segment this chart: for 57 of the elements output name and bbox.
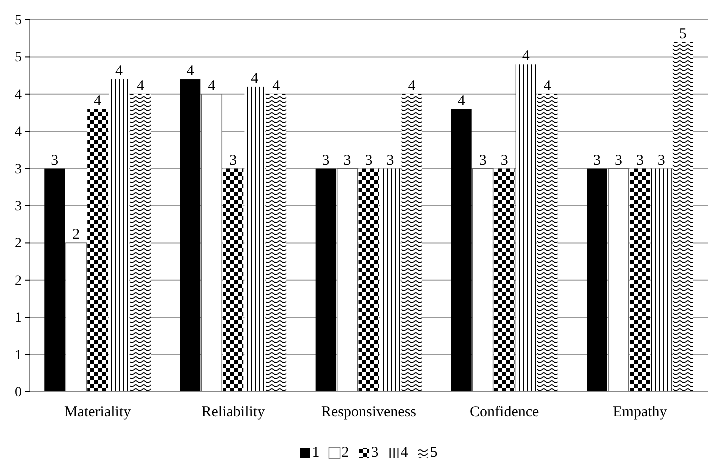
bar <box>266 94 287 392</box>
data-label: 4 <box>94 93 102 110</box>
y-tick-label: 4 <box>15 125 22 140</box>
data-label: 3 <box>636 152 644 169</box>
y-tick-label: 4 <box>15 88 22 103</box>
data-label: 3 <box>658 152 666 169</box>
data-label: 3 <box>386 152 394 169</box>
y-tick-label: 5 <box>15 50 22 66</box>
y-tick-label: 0 <box>15 385 22 400</box>
bar <box>88 109 108 392</box>
legend-label: 4 <box>400 445 409 461</box>
x-tick-label: Confidence <box>470 404 540 421</box>
data-label: 4 <box>137 78 146 94</box>
data-label: 4 <box>544 78 552 94</box>
bar <box>380 168 401 392</box>
data-label: 4 <box>272 78 281 94</box>
bar <box>537 94 558 392</box>
legend-label: 3 <box>371 445 379 461</box>
data-label: 4 <box>208 78 216 94</box>
data-label: 4 <box>458 93 466 110</box>
y-tick-label: 1 <box>15 348 22 364</box>
y-tick-label: 2 <box>15 274 22 289</box>
y-tick-label: 5 <box>15 13 22 28</box>
data-label: 3 <box>500 152 508 169</box>
x-tick-label: Reliability <box>202 404 266 421</box>
data-label: 4 <box>251 70 260 87</box>
bar <box>651 168 672 392</box>
data-label: 3 <box>479 152 487 169</box>
legend-label: 5 <box>430 445 438 461</box>
y-tick-label: 2 <box>15 236 22 252</box>
x-tick-label: Empathy <box>613 404 668 421</box>
data-label: 3 <box>614 152 622 169</box>
data-label: 4 <box>186 64 195 80</box>
y-tick-label: 3 <box>15 199 22 214</box>
data-label: 3 <box>365 152 373 169</box>
data-label: 3 <box>344 152 352 169</box>
data-label: 4 <box>408 78 416 94</box>
bar <box>516 64 536 392</box>
y-tick-label: 3 <box>15 162 22 178</box>
bar <box>130 94 151 392</box>
bar <box>109 80 130 392</box>
x-tick-label: Responsiveness <box>322 404 417 421</box>
data-label: 3 <box>51 152 59 169</box>
data-label: 5 <box>679 26 687 42</box>
y-tick-label: 1 <box>15 311 22 326</box>
data-label: 3 <box>593 152 601 169</box>
x-tick-label: Materiality <box>64 404 132 421</box>
data-label: 4 <box>522 48 530 65</box>
legend-label: 2 <box>342 445 350 461</box>
data-label: 3 <box>322 152 330 169</box>
data-label: 4 <box>116 64 124 80</box>
bar <box>672 42 694 392</box>
bar <box>244 86 266 392</box>
data-label: 3 <box>230 152 238 169</box>
data-label: 2 <box>72 227 80 244</box>
legend-label: 1 <box>312 445 320 461</box>
bar <box>402 94 422 392</box>
